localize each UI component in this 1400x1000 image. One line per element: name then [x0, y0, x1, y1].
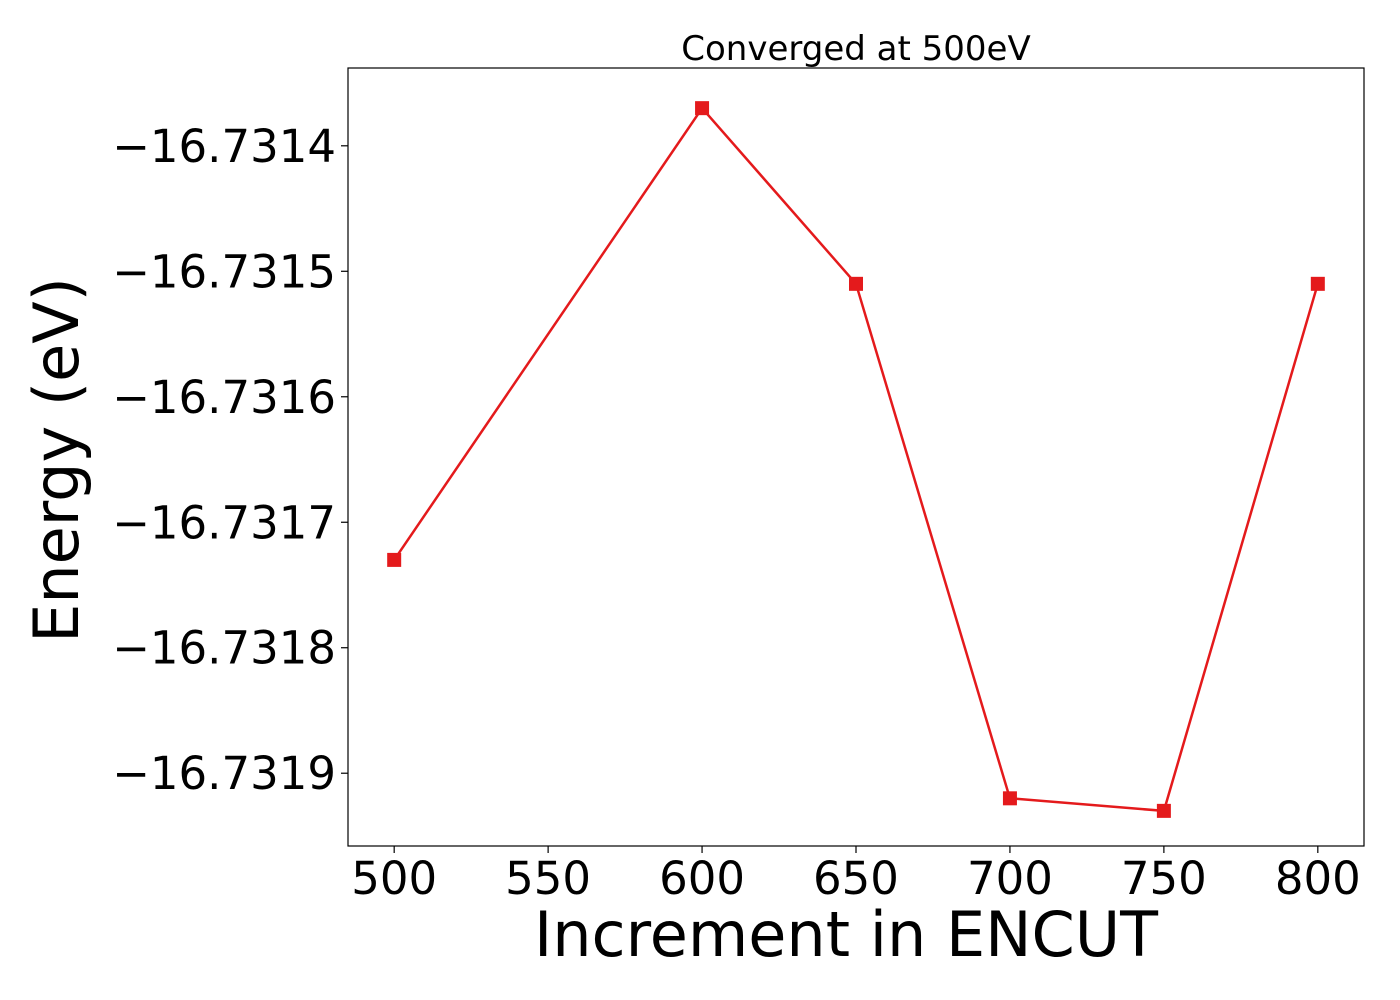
y-axis-label: Energy (eV) [20, 277, 93, 643]
data-point-marker [1002, 791, 1017, 806]
x-ticks: 500 550 600 650 700 750 800 [351, 846, 1361, 905]
data-point-marker [695, 101, 710, 116]
x-tick-label: 500 [351, 852, 437, 905]
y-tick-label: −16.7318 [112, 622, 336, 675]
x-tick-label: 550 [505, 852, 591, 905]
plot-frame [347, 67, 1365, 847]
y-tick-label: −16.7319 [112, 747, 336, 800]
data-point-marker [1310, 276, 1325, 291]
x-tick-label: 750 [1121, 852, 1207, 905]
series-line [393, 106, 1319, 813]
data-point-marker [849, 276, 863, 291]
x-tick-label: 800 [1275, 852, 1361, 905]
x-tick-label: 650 [813, 852, 899, 905]
series-group [387, 101, 1325, 818]
y-tick-label: −16.7316 [112, 371, 336, 424]
data-point-marker [387, 552, 402, 567]
data-point-marker [1156, 803, 1171, 818]
y-ticks: −16.7314 −16.7315 −16.7316 −16.7317 −16.7318… [112, 120, 348, 800]
x-tick-label: 700 [967, 852, 1053, 905]
x-tick-label: 600 [659, 852, 745, 905]
chart-title: Converged at 500eV [681, 29, 1030, 69]
y-tick-label: −16.7314 [112, 120, 336, 173]
x-axis-label: Increment in ENCUT [534, 898, 1159, 971]
y-tick-label: −16.7317 [112, 496, 336, 549]
y-tick-label: −16.7315 [112, 245, 336, 298]
